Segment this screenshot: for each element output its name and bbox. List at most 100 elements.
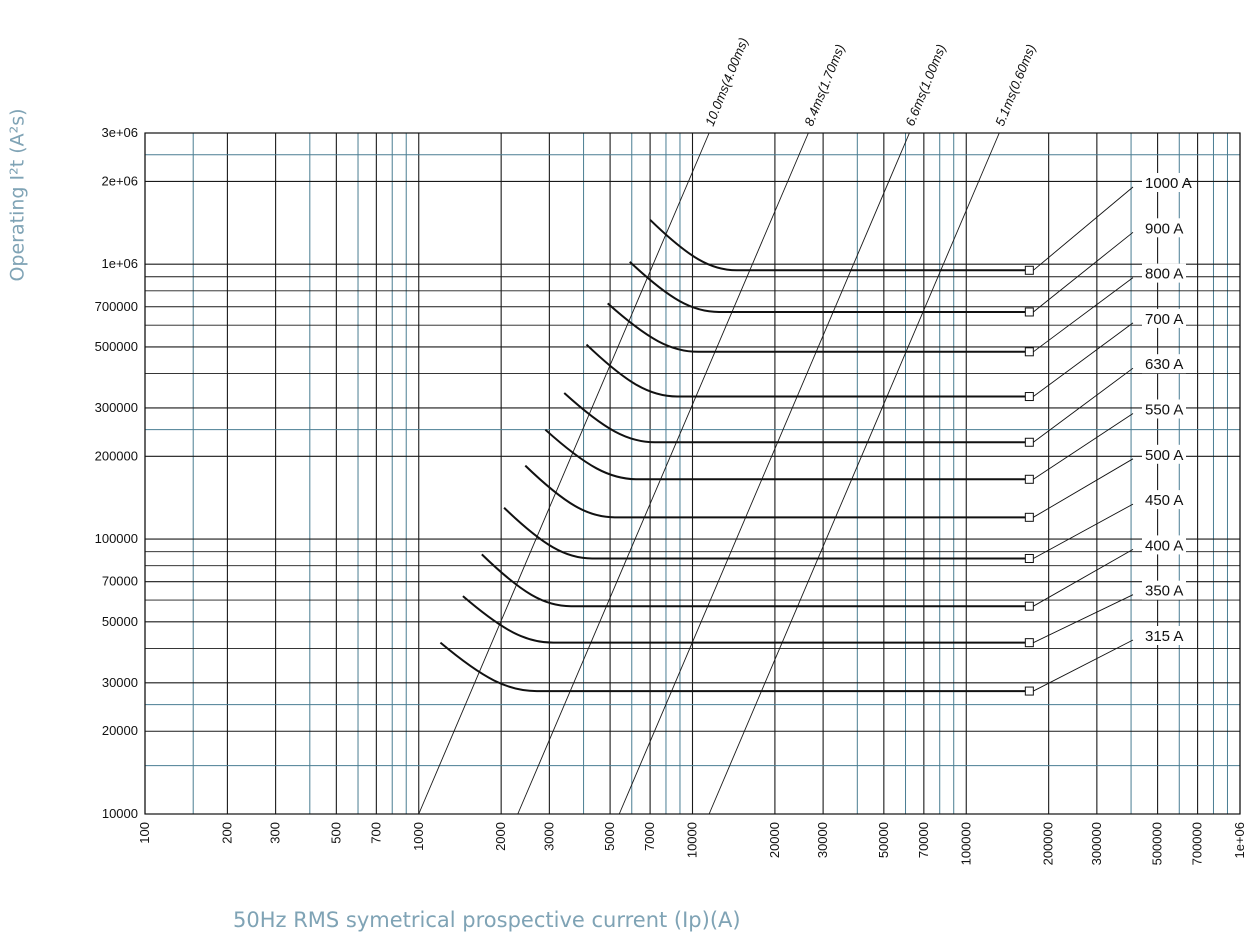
y-tick-label: 500000 <box>95 339 138 354</box>
curve-end-marker <box>1024 512 1034 522</box>
curve-leader-line <box>1033 413 1134 480</box>
x-tick-label: 1000 <box>411 822 426 851</box>
curve-end-marker <box>1024 601 1034 611</box>
x-tick-label: 500000 <box>1150 822 1165 865</box>
curve-label-bg <box>1142 308 1186 328</box>
time-line-label: 8.4ms(1.70ms) <box>801 42 847 128</box>
y-tick-label: 70000 <box>102 574 138 589</box>
curve-label: 315 A <box>1145 628 1183 645</box>
fuse-curve <box>439 641 1026 693</box>
x-tick-label: 200 <box>219 822 234 844</box>
curve-label: 700 A <box>1145 311 1183 328</box>
curve-label-bg <box>1142 626 1186 645</box>
axis-ticks: 100 200 300 500 700 1000 2000 3000 5000 7000 10000… <box>95 125 1247 865</box>
x-tick-label: 10000 <box>685 822 700 858</box>
x-tick-label: 2000 <box>493 822 508 851</box>
curve-end-marker <box>1024 347 1034 357</box>
fuse-curve <box>585 343 1026 398</box>
y-tick-label: 100000 <box>95 531 138 546</box>
curve-end-marker <box>1024 437 1034 447</box>
curve-label: 500 A <box>1145 447 1183 464</box>
x-tick-label: 200000 <box>1041 822 1056 865</box>
curve-leader-line <box>1033 367 1134 443</box>
y-tick-label: 2e+06 <box>101 173 138 188</box>
curve-label: 400 A <box>1145 537 1183 554</box>
y-tick-label: 300000 <box>95 400 138 415</box>
fuse-curve <box>607 302 1026 353</box>
fuse-curve <box>649 219 1026 272</box>
curve-label-bg <box>1142 263 1186 283</box>
y-tick-label: 20000 <box>102 723 138 738</box>
y-tick-label: 3e+06 <box>101 125 138 140</box>
curve-leader-line <box>1033 549 1134 607</box>
time-line-label: 6.6ms(1.00ms) <box>902 42 948 128</box>
curve-label-bg <box>1142 399 1186 419</box>
x-tick-label: 30000 <box>815 822 830 858</box>
curve-leader-line <box>1033 231 1134 313</box>
time-line-label: 5.1ms(0.60ms) <box>992 42 1038 128</box>
x-tick-label: 700000 <box>1190 822 1205 865</box>
curve-label-bg <box>1142 354 1186 374</box>
fuse-curve <box>481 553 1026 608</box>
curve-label-bg <box>1142 580 1186 600</box>
time-line <box>708 132 1000 815</box>
curve-end-marker <box>1024 638 1034 648</box>
curve-leader-line <box>1033 277 1134 353</box>
curve-label-bg <box>1142 535 1186 555</box>
fuse-curve <box>544 428 1026 481</box>
x-tick-label: 7000 <box>642 822 657 851</box>
curve-label: 350 A <box>1145 583 1183 600</box>
curve-label: 900 A <box>1145 220 1183 237</box>
x-tick-label: 1e+06 <box>1232 822 1247 859</box>
fuse-curve <box>503 507 1026 560</box>
y-tick-label: 30000 <box>102 675 138 690</box>
curve-leader-line <box>1033 458 1134 518</box>
y-axis-title: Operating I²t (A²s) <box>0 45 36 345</box>
x-tick-label: 500 <box>328 822 343 844</box>
fuse-curve <box>462 595 1026 644</box>
fuse-curve <box>629 261 1026 313</box>
curve-label-bg <box>1142 490 1186 510</box>
curve-end-marker <box>1024 474 1034 484</box>
fuse-curve <box>563 392 1026 444</box>
x-tick-label: 70000 <box>916 822 931 858</box>
x-tick-label: 300000 <box>1089 822 1104 865</box>
curve-leader-line <box>1033 322 1134 397</box>
time-line-label: 10.0ms(4.00ms) <box>702 35 751 128</box>
curve-label-bg <box>1142 218 1186 238</box>
curve-end-marker <box>1024 553 1034 563</box>
plot-frame <box>144 132 1241 815</box>
curve-label: 630 A <box>1145 356 1183 373</box>
curve-label-bg <box>1142 173 1186 192</box>
curve-end-marker <box>1024 686 1034 696</box>
curve-label: 800 A <box>1145 266 1183 283</box>
fuse-curve <box>524 464 1026 519</box>
x-tick-label: 3000 <box>541 822 556 851</box>
curve-leader-line <box>1033 639 1134 692</box>
fuse-curves: 315 A 350 A 400 A 450 A 500 A 550 A 630 A 700 A… <box>439 173 1192 696</box>
curve-end-marker <box>1024 392 1034 402</box>
x-tick-label: 20000 <box>767 822 782 858</box>
x-axis-title: 50Hz RMS symetrical prospective current … <box>233 908 741 932</box>
curve-leader-line <box>1033 594 1134 644</box>
curve-label: 1000 A <box>1145 175 1192 192</box>
curve-label: 450 A <box>1145 492 1183 509</box>
curve-label-bg <box>1142 444 1186 464</box>
curve-end-marker <box>1024 265 1034 275</box>
x-tick-label: 300 <box>268 822 283 844</box>
y-tick-label: 200000 <box>95 448 138 463</box>
x-tick-label: 50000 <box>876 822 891 858</box>
time-line <box>517 132 809 815</box>
y-tick-label: 1e+06 <box>101 256 138 271</box>
x-tick-label: 5000 <box>602 822 617 851</box>
y-tick-label: 50000 <box>102 614 138 629</box>
time-line <box>418 132 710 815</box>
time-line <box>618 132 910 815</box>
curve-leader-line <box>1033 503 1134 559</box>
x-tick-label: 700 <box>368 822 383 844</box>
y-tick-label: 700000 <box>95 299 138 314</box>
curve-label: 550 A <box>1145 402 1183 419</box>
curve-end-marker <box>1024 307 1034 317</box>
y-axis-title-text: Operating I²t (A²s) <box>7 108 30 282</box>
